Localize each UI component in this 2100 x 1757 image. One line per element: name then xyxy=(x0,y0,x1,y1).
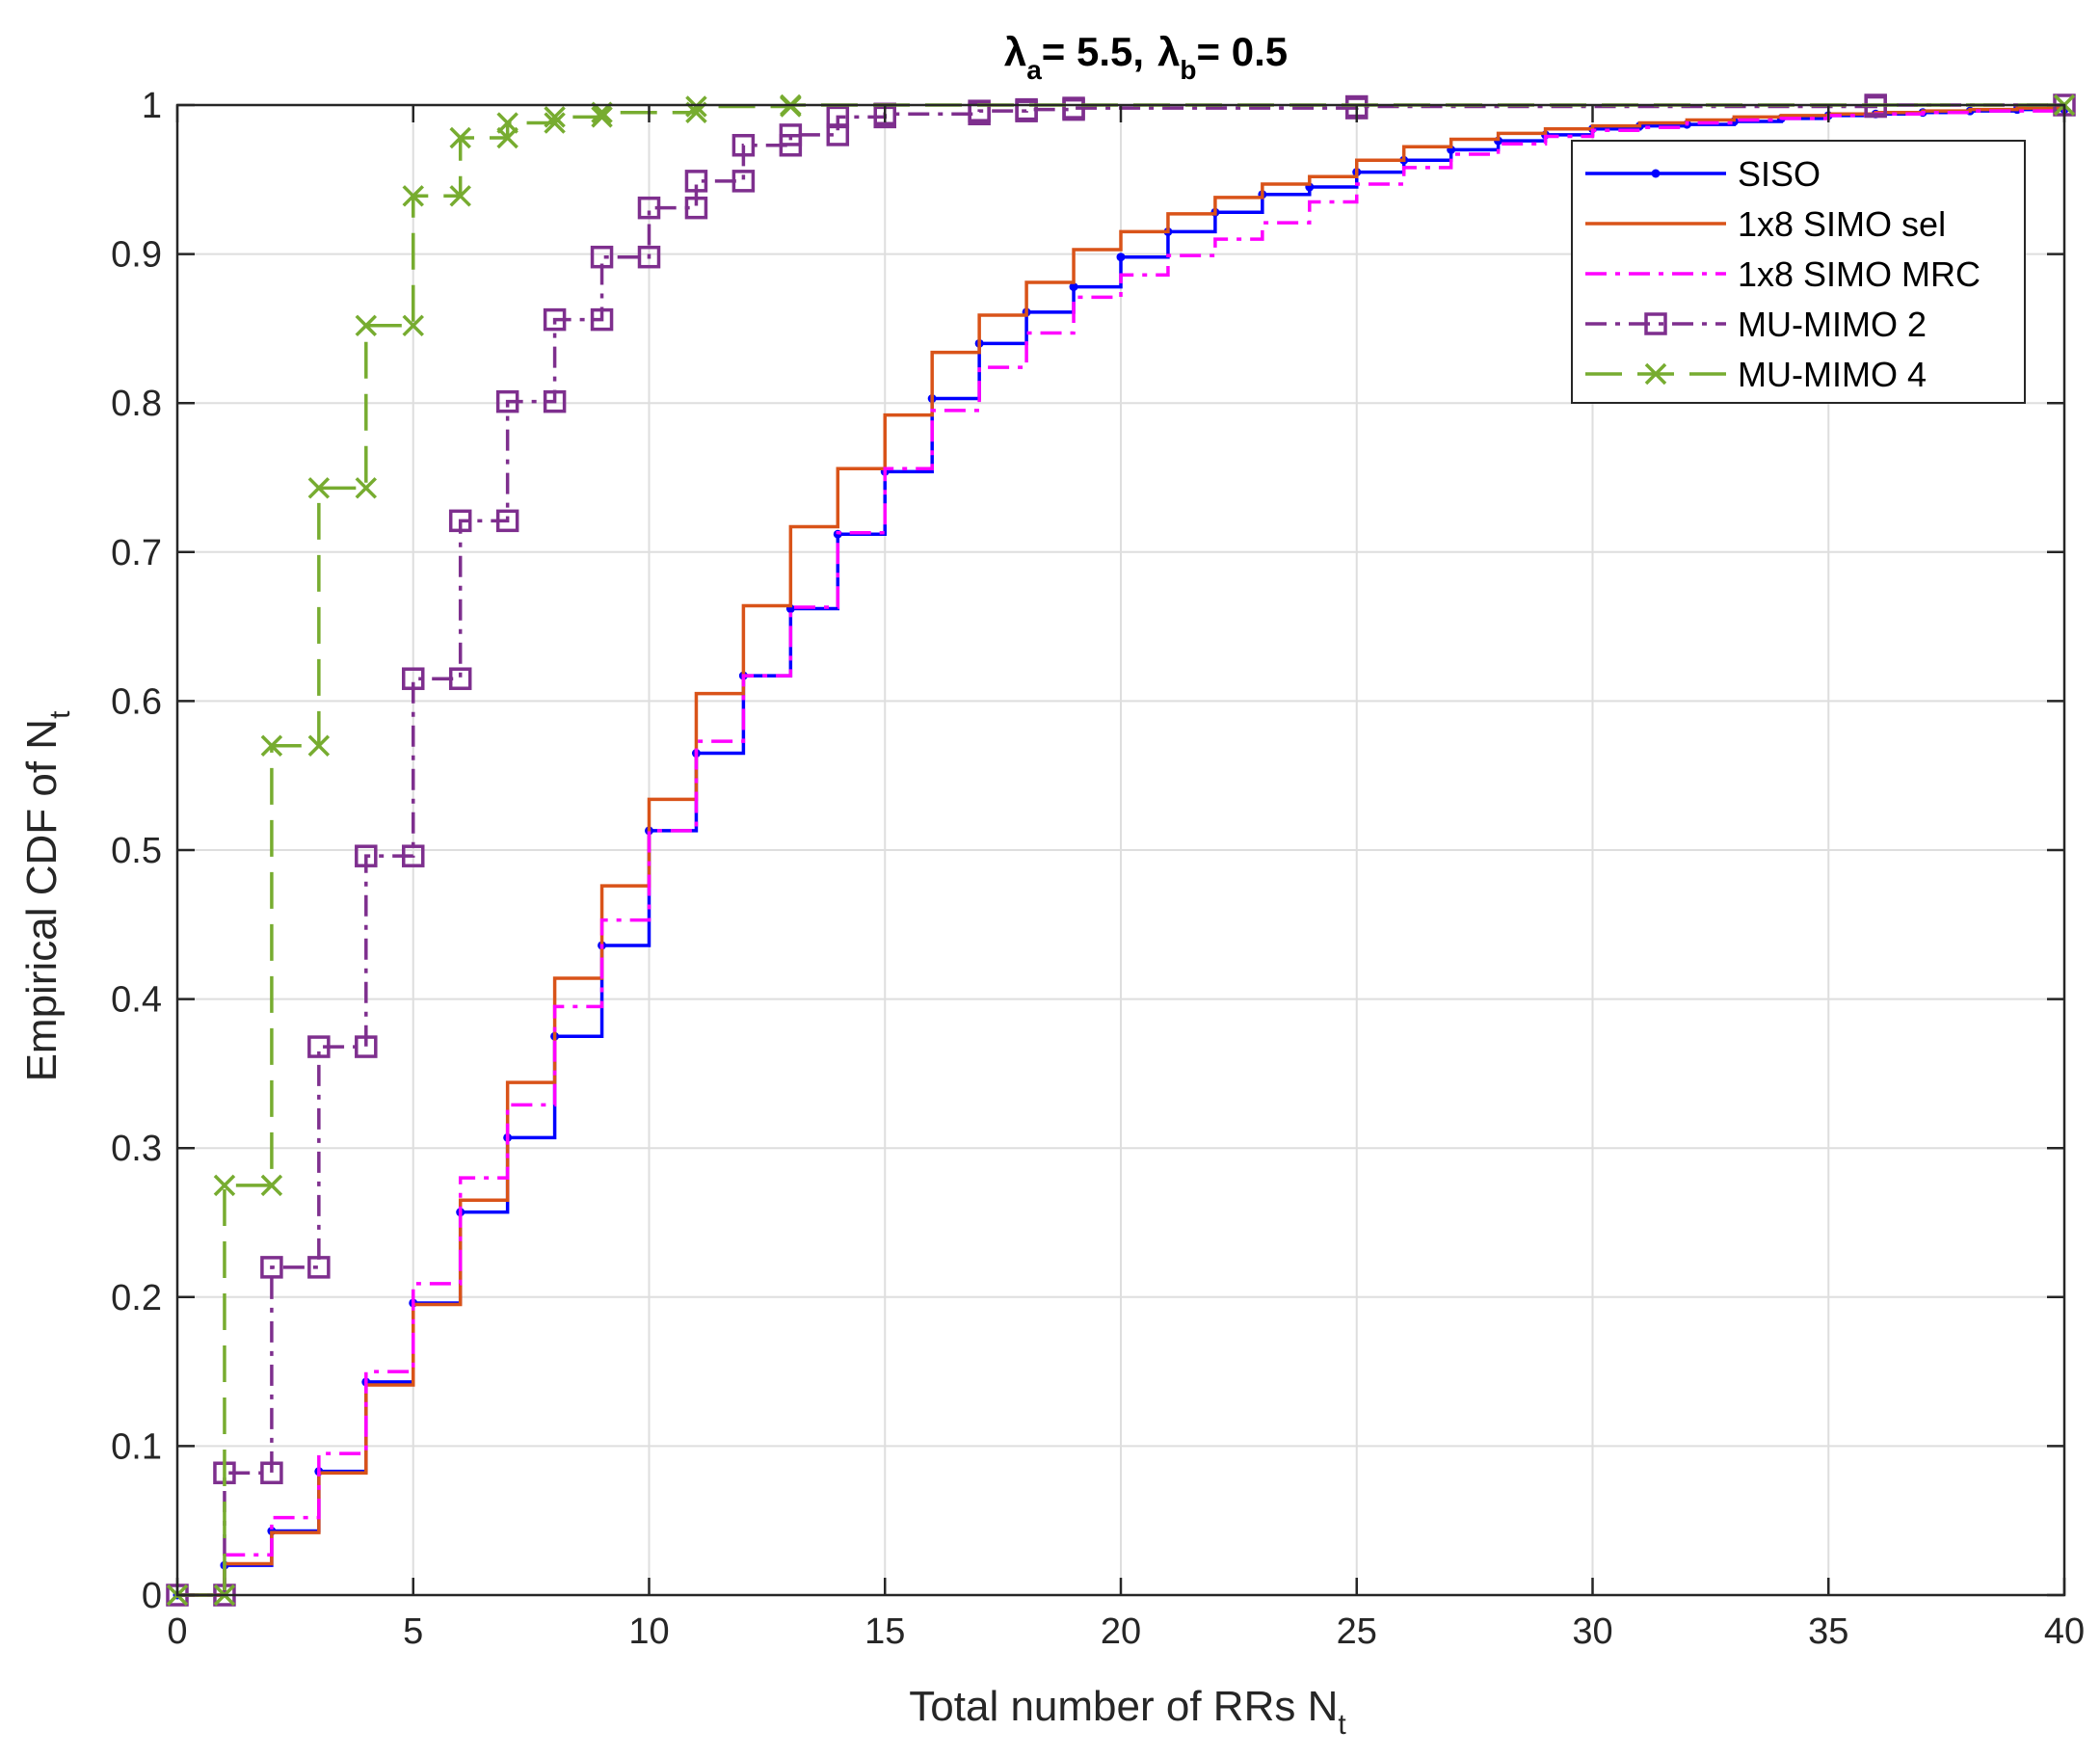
x-axis-label: Total number of RRs Nt xyxy=(909,1683,1346,1741)
data-point xyxy=(544,112,566,134)
data-point xyxy=(1062,97,1085,121)
data-point xyxy=(543,307,567,332)
x-tick-label: 20 xyxy=(1101,1611,1141,1652)
data-point xyxy=(780,95,802,118)
legend-label: SISO xyxy=(1738,154,1821,194)
x-tick-label: 10 xyxy=(628,1611,669,1652)
data-point xyxy=(496,126,518,149)
legend-label: 1x8 SIMO MRC xyxy=(1738,254,1980,294)
data-point xyxy=(684,196,708,220)
x-tick-label: 35 xyxy=(1808,1611,1848,1652)
y-tick-label: 0.8 xyxy=(111,384,162,424)
y-tick-label: 0.3 xyxy=(111,1129,162,1169)
legend-item: MU-MIMO 4 xyxy=(1585,355,1927,394)
data-point xyxy=(543,389,567,413)
series-1 xyxy=(177,106,2064,1597)
data-point xyxy=(779,133,803,157)
legend-item: 1x8 SIMO MRC xyxy=(1585,254,1980,294)
series-line xyxy=(177,103,2064,1597)
data-point xyxy=(495,509,519,533)
x-tick-label: 30 xyxy=(1572,1611,1612,1652)
data-point xyxy=(448,667,472,690)
x-tick-label: 25 xyxy=(1337,1611,1377,1652)
data-point xyxy=(402,844,425,867)
y-axis-label: Empirical CDF of Nt xyxy=(18,710,76,1082)
data-point xyxy=(260,1256,283,1279)
data-point xyxy=(1116,253,1126,262)
data-point xyxy=(449,185,471,207)
y-tick-label: 0.6 xyxy=(111,681,162,722)
data-point xyxy=(731,170,756,193)
data-point xyxy=(449,126,471,149)
data-point xyxy=(213,1174,236,1197)
data-point xyxy=(260,734,283,758)
data-point xyxy=(1015,99,1038,122)
grid xyxy=(177,105,2064,1595)
legend-marker xyxy=(1644,362,1667,386)
data-point xyxy=(260,1174,283,1197)
y-tick-label: 0.1 xyxy=(111,1426,162,1467)
data-point xyxy=(402,667,425,690)
data-point xyxy=(307,1256,331,1279)
y-tick-label: 0.2 xyxy=(111,1278,162,1318)
data-point xyxy=(355,314,378,337)
data-point xyxy=(355,477,378,499)
data-point xyxy=(495,389,519,413)
x-tick-label: 5 xyxy=(403,1611,423,1652)
legend-label: 1x8 SIMO sel xyxy=(1738,204,1946,244)
data-point xyxy=(402,314,424,337)
data-point xyxy=(307,477,331,499)
data-point xyxy=(685,95,707,118)
legend-label: MU-MIMO 4 xyxy=(1738,355,1927,394)
data-point xyxy=(307,734,331,758)
data-point xyxy=(448,509,472,533)
legend: SISO 1x8 SIMO sel 1x8 SIMO MRC MU-MIMO 2 MU-… xyxy=(1571,140,2026,404)
x-tick-label: 0 xyxy=(167,1611,187,1652)
series-line xyxy=(177,106,2064,1597)
x-tick-label: 15 xyxy=(864,1611,905,1652)
y-tick-label: 0.4 xyxy=(111,980,162,1021)
legend-item: SISO xyxy=(1585,154,1821,194)
y-tick-label: 0.7 xyxy=(111,533,162,573)
data-point xyxy=(402,185,424,207)
data-point xyxy=(684,170,708,193)
data-point xyxy=(637,196,661,220)
y-tick-label: 0 xyxy=(142,1576,162,1616)
y-tick-label: 0.9 xyxy=(111,235,162,276)
legend-box xyxy=(1571,140,2026,404)
data-point xyxy=(591,106,613,128)
chart-title: λa= 5.5, λb= 0.5 xyxy=(1004,29,1288,85)
x-tick-label: 40 xyxy=(2044,1611,2085,1652)
axes: 0 5 10 15 20 25 30 35 40 0 0.1 0.2 0.3 0.4 0.5 0.6 0.7 0.… xyxy=(111,86,2085,1652)
data-point xyxy=(731,133,756,157)
legend-marker xyxy=(1644,312,1667,335)
data-point xyxy=(355,1035,378,1058)
data-point xyxy=(637,245,661,269)
data-point xyxy=(260,1461,283,1484)
data-point xyxy=(590,307,614,332)
data-point xyxy=(590,245,614,269)
data-point xyxy=(307,1035,331,1058)
y-tick-label: 1 xyxy=(142,86,162,126)
series-layer xyxy=(166,93,2076,1607)
legend-marker xyxy=(1651,169,1661,178)
y-tick-label: 0.5 xyxy=(111,831,162,871)
data-point xyxy=(544,106,566,128)
legend-item: 1x8 SIMO sel xyxy=(1585,204,1946,244)
legend-label: MU-MIMO 2 xyxy=(1738,305,1927,344)
legend-item: MU-MIMO 2 xyxy=(1585,305,1927,344)
data-point xyxy=(826,123,850,146)
data-point xyxy=(1069,282,1078,292)
data-point xyxy=(355,844,378,867)
